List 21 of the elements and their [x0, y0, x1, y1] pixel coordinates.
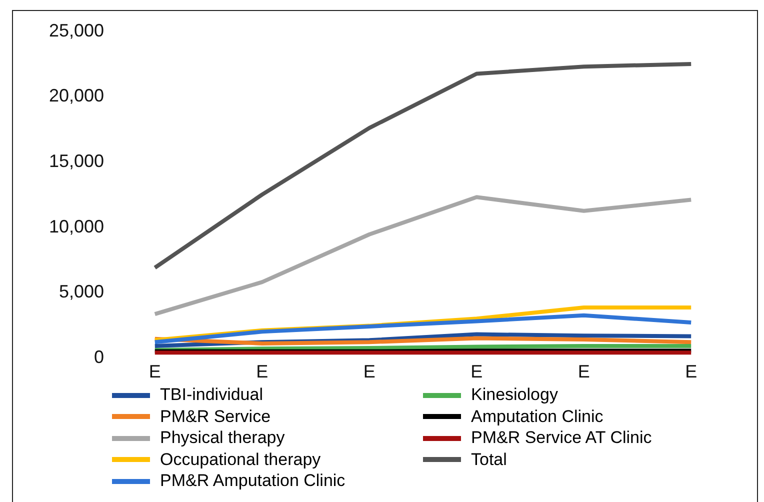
y-tick-label: 5,000	[58, 282, 104, 302]
x-tick-label: E	[148, 361, 161, 382]
y-tick-label: 10,000	[48, 216, 104, 236]
x-tick-label: E	[363, 361, 376, 382]
legend-label: Kinesiology	[471, 385, 558, 406]
legend-label: Physical therapy	[160, 428, 285, 448]
legend-label: Occupational therapy	[160, 450, 321, 470]
y-tick-label: 20,000	[48, 86, 104, 106]
y-tick-label: 25,000	[48, 20, 104, 40]
x-tick-label: E	[470, 361, 483, 382]
legend-label: Total	[471, 450, 507, 470]
x-tick-label: E	[256, 361, 268, 382]
legend-label: TBI-individual	[160, 385, 263, 406]
legend-label: Amputation Clinic	[471, 406, 604, 427]
y-tick-label: 15,000	[48, 150, 104, 171]
x-tick-label: E	[578, 361, 590, 382]
legend-label: PM&R Service AT Clinic	[471, 428, 652, 448]
x-tick-label: E	[685, 361, 698, 382]
legend-label: PM&R Service	[160, 406, 271, 427]
legend-label: PM&R Amputation Clinic	[160, 471, 346, 492]
y-tick-label: 0	[94, 346, 104, 367]
